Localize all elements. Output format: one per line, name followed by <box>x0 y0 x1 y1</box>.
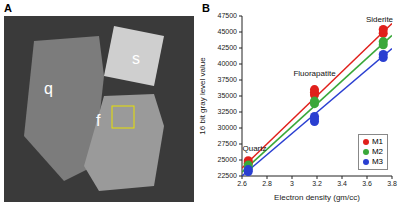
svg-text:3.6: 3.6 <box>362 180 372 187</box>
svg-text:35000: 35000 <box>218 92 238 99</box>
svg-text:2.8: 2.8 <box>262 180 272 187</box>
svg-text:Electron density (gm/cc): Electron density (gm/cc) <box>274 193 360 202</box>
svg-text:16 bit gray level value: 16 bit gray level value <box>198 57 207 135</box>
svg-text:f: f <box>96 112 101 129</box>
html-text:B: B <box>202 2 210 14</box>
html-text:M2: M2 <box>371 147 383 156</box>
svg-text:3: 3 <box>290 180 294 187</box>
svg-text:27500: 27500 <box>218 140 238 147</box>
svg-text:Siderite: Siderite <box>366 15 392 24</box>
html-text:M3: M3 <box>371 157 383 166</box>
svg-text:40000: 40000 <box>218 60 238 67</box>
svg-text:37500: 37500 <box>218 76 238 83</box>
svg-text:3.2: 3.2 <box>312 180 322 187</box>
svg-text:32500: 32500 <box>218 108 238 115</box>
svg-text:Quartz: Quartz <box>242 144 266 153</box>
svg-text:3.4: 3.4 <box>337 180 347 187</box>
svg-text:22500: 22500 <box>218 172 238 179</box>
svg-text:Fluorapatite: Fluorapatite <box>293 69 336 78</box>
svg-text:s: s <box>132 50 140 67</box>
svg-text:42500: 42500 <box>218 44 238 51</box>
svg-text:q: q <box>44 80 53 97</box>
svg-text:3.8: 3.8 <box>387 180 392 187</box>
svg-text:45000: 45000 <box>218 28 238 35</box>
svg-text:25000: 25000 <box>218 156 238 163</box>
svg-text:47500: 47500 <box>218 12 238 19</box>
svg-text:2.6: 2.6 <box>237 180 247 187</box>
html-text:M1: M1 <box>371 137 383 146</box>
svg-text:30000: 30000 <box>218 124 238 131</box>
html-text:A: A <box>4 2 12 14</box>
